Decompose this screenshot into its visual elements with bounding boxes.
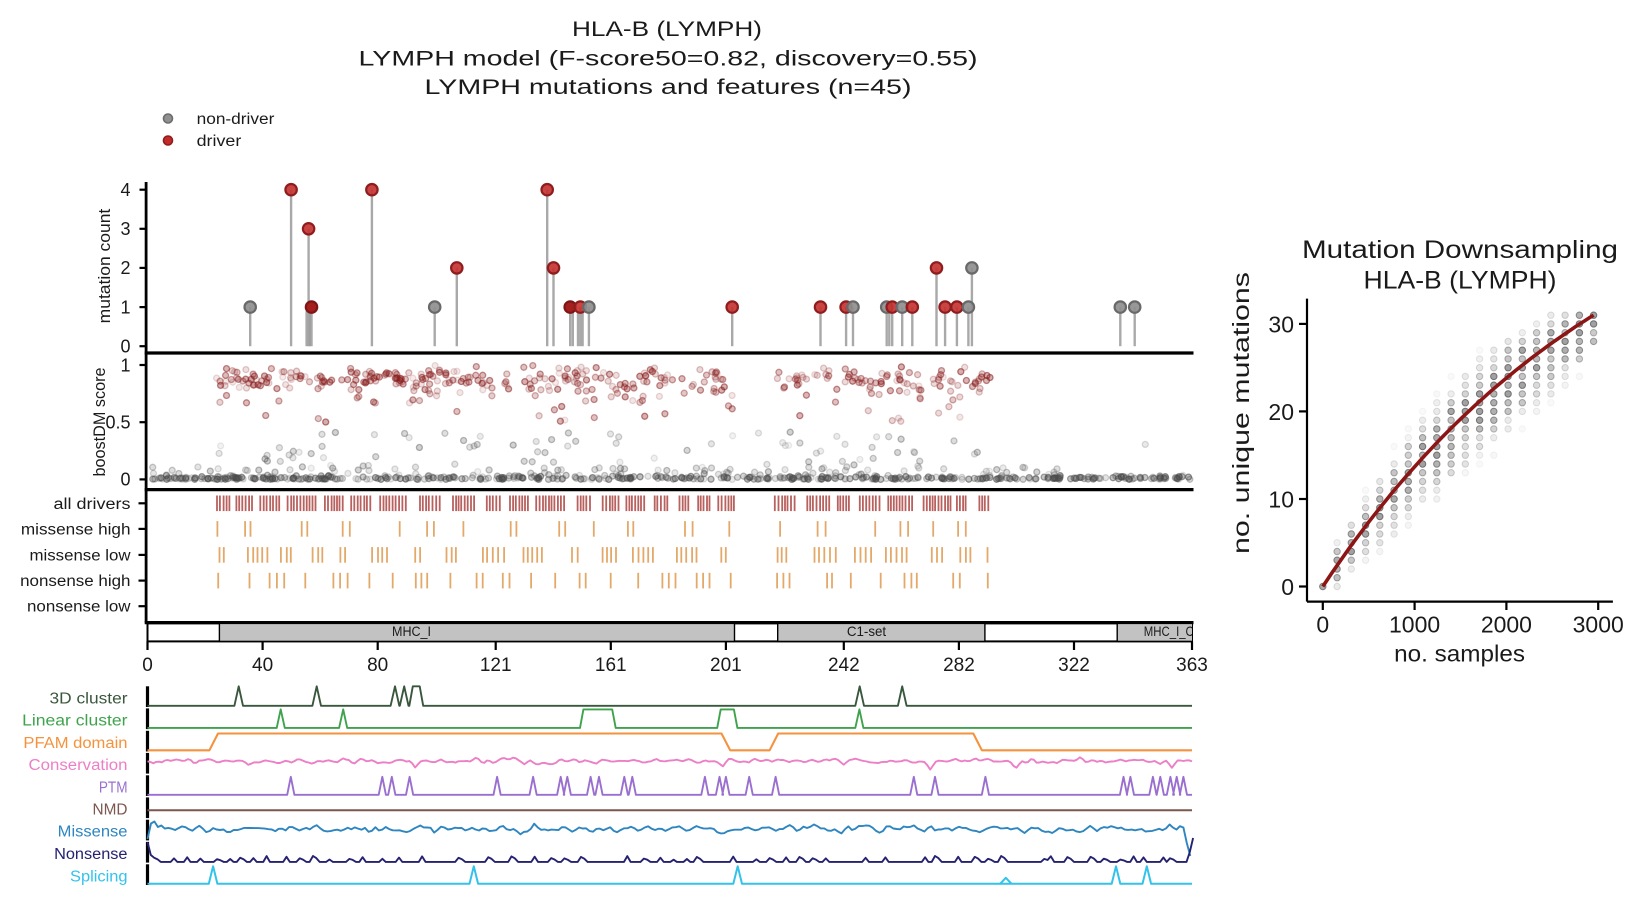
svg-text:2000: 2000 — [1481, 612, 1532, 638]
svg-text:nonsense low: nonsense low — [27, 599, 131, 616]
svg-text:4: 4 — [120, 180, 130, 200]
svg-text:10: 10 — [1268, 486, 1294, 512]
svg-text:201: 201 — [710, 655, 742, 676]
svg-text:3000: 3000 — [1573, 612, 1624, 638]
svg-text:40: 40 — [252, 655, 273, 676]
svg-text:LYMPH mutations and features (: LYMPH mutations and features (n=45) — [425, 75, 912, 99]
svg-text:0: 0 — [120, 470, 130, 490]
svg-text:non-driver: non-driver — [197, 111, 275, 128]
svg-text:NMD: NMD — [93, 801, 128, 818]
svg-text:LYMPH model (F-score50=0.82, d: LYMPH model (F-score50=0.82, discovery=0… — [359, 47, 978, 71]
svg-text:363: 363 — [1176, 655, 1208, 676]
svg-text:80: 80 — [367, 655, 388, 676]
svg-text:1: 1 — [120, 355, 130, 375]
svg-text:161: 161 — [595, 655, 627, 676]
svg-text:all drivers: all drivers — [54, 496, 131, 513]
svg-text:0: 0 — [142, 655, 153, 676]
svg-text:0: 0 — [1281, 574, 1294, 600]
svg-text:Linear cluster: Linear cluster — [22, 712, 127, 729]
svg-text:2: 2 — [120, 258, 130, 278]
svg-text:20: 20 — [1268, 399, 1294, 425]
svg-text:3: 3 — [120, 219, 130, 239]
svg-text:282: 282 — [943, 655, 975, 676]
svg-text:Nonsense: Nonsense — [54, 846, 127, 863]
svg-text:boostDM score: boostDM score — [91, 368, 109, 477]
svg-text:0.5: 0.5 — [105, 413, 130, 433]
svg-text:0: 0 — [1316, 612, 1329, 638]
svg-text:nonsense high: nonsense high — [20, 573, 130, 590]
svg-text:0: 0 — [120, 337, 130, 357]
svg-text:missense high: missense high — [21, 521, 131, 538]
svg-text:MHC_I: MHC_I — [392, 623, 431, 639]
svg-text:Mutation Downsampling: Mutation Downsampling — [1302, 236, 1618, 264]
svg-text:MHC_I_C: MHC_I_C — [1144, 623, 1194, 639]
svg-text:HLA-B (LYMPH): HLA-B (LYMPH) — [572, 17, 762, 41]
svg-text:121: 121 — [480, 655, 512, 676]
svg-text:driver: driver — [197, 133, 242, 150]
svg-text:missense low: missense low — [30, 547, 132, 564]
svg-text:mutation count: mutation count — [96, 208, 114, 323]
svg-text:no. unique mutations: no. unique mutations — [1228, 272, 1254, 554]
svg-text:3D cluster: 3D cluster — [50, 690, 128, 707]
svg-text:Splicing: Splicing — [70, 868, 128, 885]
svg-text:C1-set: C1-set — [847, 623, 886, 639]
svg-text:Missense: Missense — [58, 824, 128, 841]
svg-text:PTM: PTM — [99, 779, 128, 796]
svg-text:1000: 1000 — [1389, 612, 1440, 638]
svg-text:no. samples: no. samples — [1394, 641, 1525, 667]
svg-text:1: 1 — [120, 297, 130, 317]
svg-text:Conservation: Conservation — [29, 757, 128, 774]
svg-text:HLA-B (LYMPH): HLA-B (LYMPH) — [1364, 267, 1557, 295]
svg-text:322: 322 — [1058, 655, 1090, 676]
svg-text:242: 242 — [828, 655, 860, 676]
svg-text:30: 30 — [1268, 311, 1294, 337]
svg-text:PFAM domain: PFAM domain — [23, 735, 127, 752]
